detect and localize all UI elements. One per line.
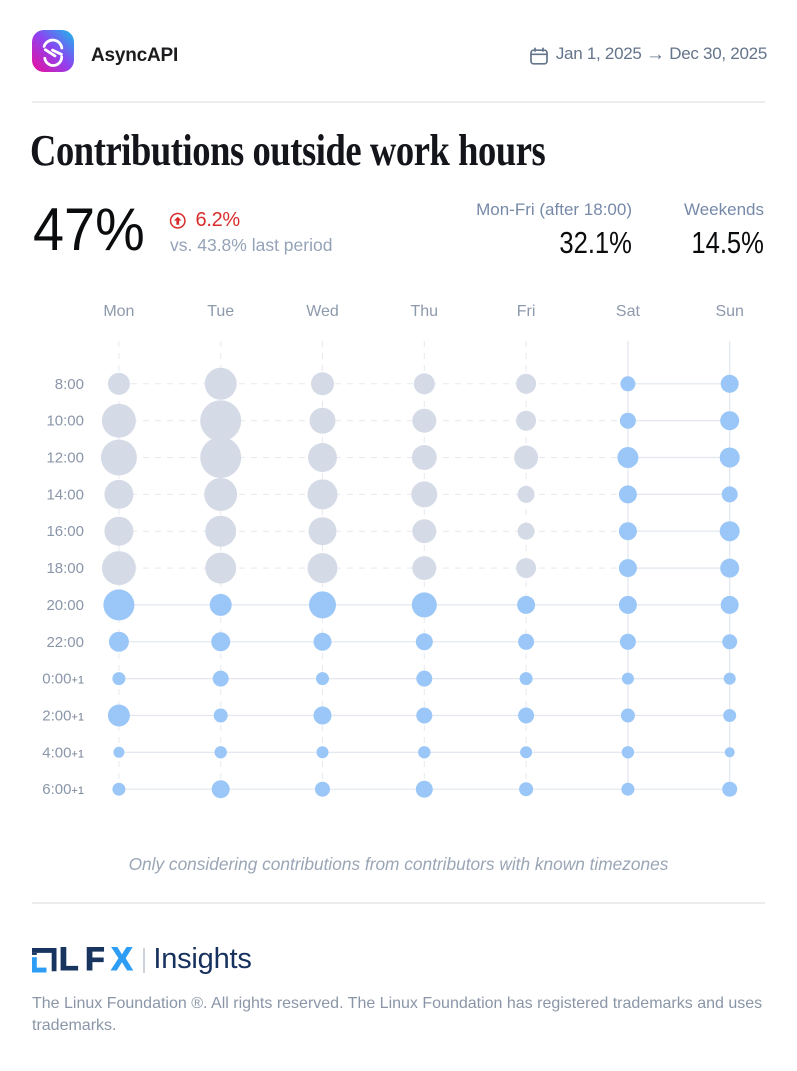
svg-text:12:00: 12:00 [46, 450, 84, 467]
svg-text:14:00: 14:00 [46, 486, 84, 503]
svg-text:0:00+1: 0:00+1 [42, 671, 84, 688]
svg-text:20:00: 20:00 [46, 597, 84, 614]
svg-text:16:00: 16:00 [46, 523, 84, 540]
svg-text:Sat: Sat [616, 303, 641, 320]
svg-text:10:00: 10:00 [46, 413, 84, 430]
svg-text:Fri: Fri [517, 303, 536, 320]
svg-text:22:00: 22:00 [46, 634, 84, 651]
svg-text:Thu: Thu [411, 303, 439, 320]
svg-text:Sun: Sun [715, 303, 743, 320]
svg-text:Mon: Mon [103, 303, 134, 320]
svg-text:2:00+1: 2:00+1 [42, 708, 84, 725]
svg-text:4:00+1: 4:00+1 [42, 744, 84, 761]
svg-text:6:00+1: 6:00+1 [42, 781, 84, 798]
svg-text:18:00: 18:00 [46, 560, 84, 577]
svg-text:8:00: 8:00 [55, 376, 84, 393]
svg-text:Tue: Tue [207, 303, 234, 320]
svg-text:Wed: Wed [306, 303, 339, 320]
